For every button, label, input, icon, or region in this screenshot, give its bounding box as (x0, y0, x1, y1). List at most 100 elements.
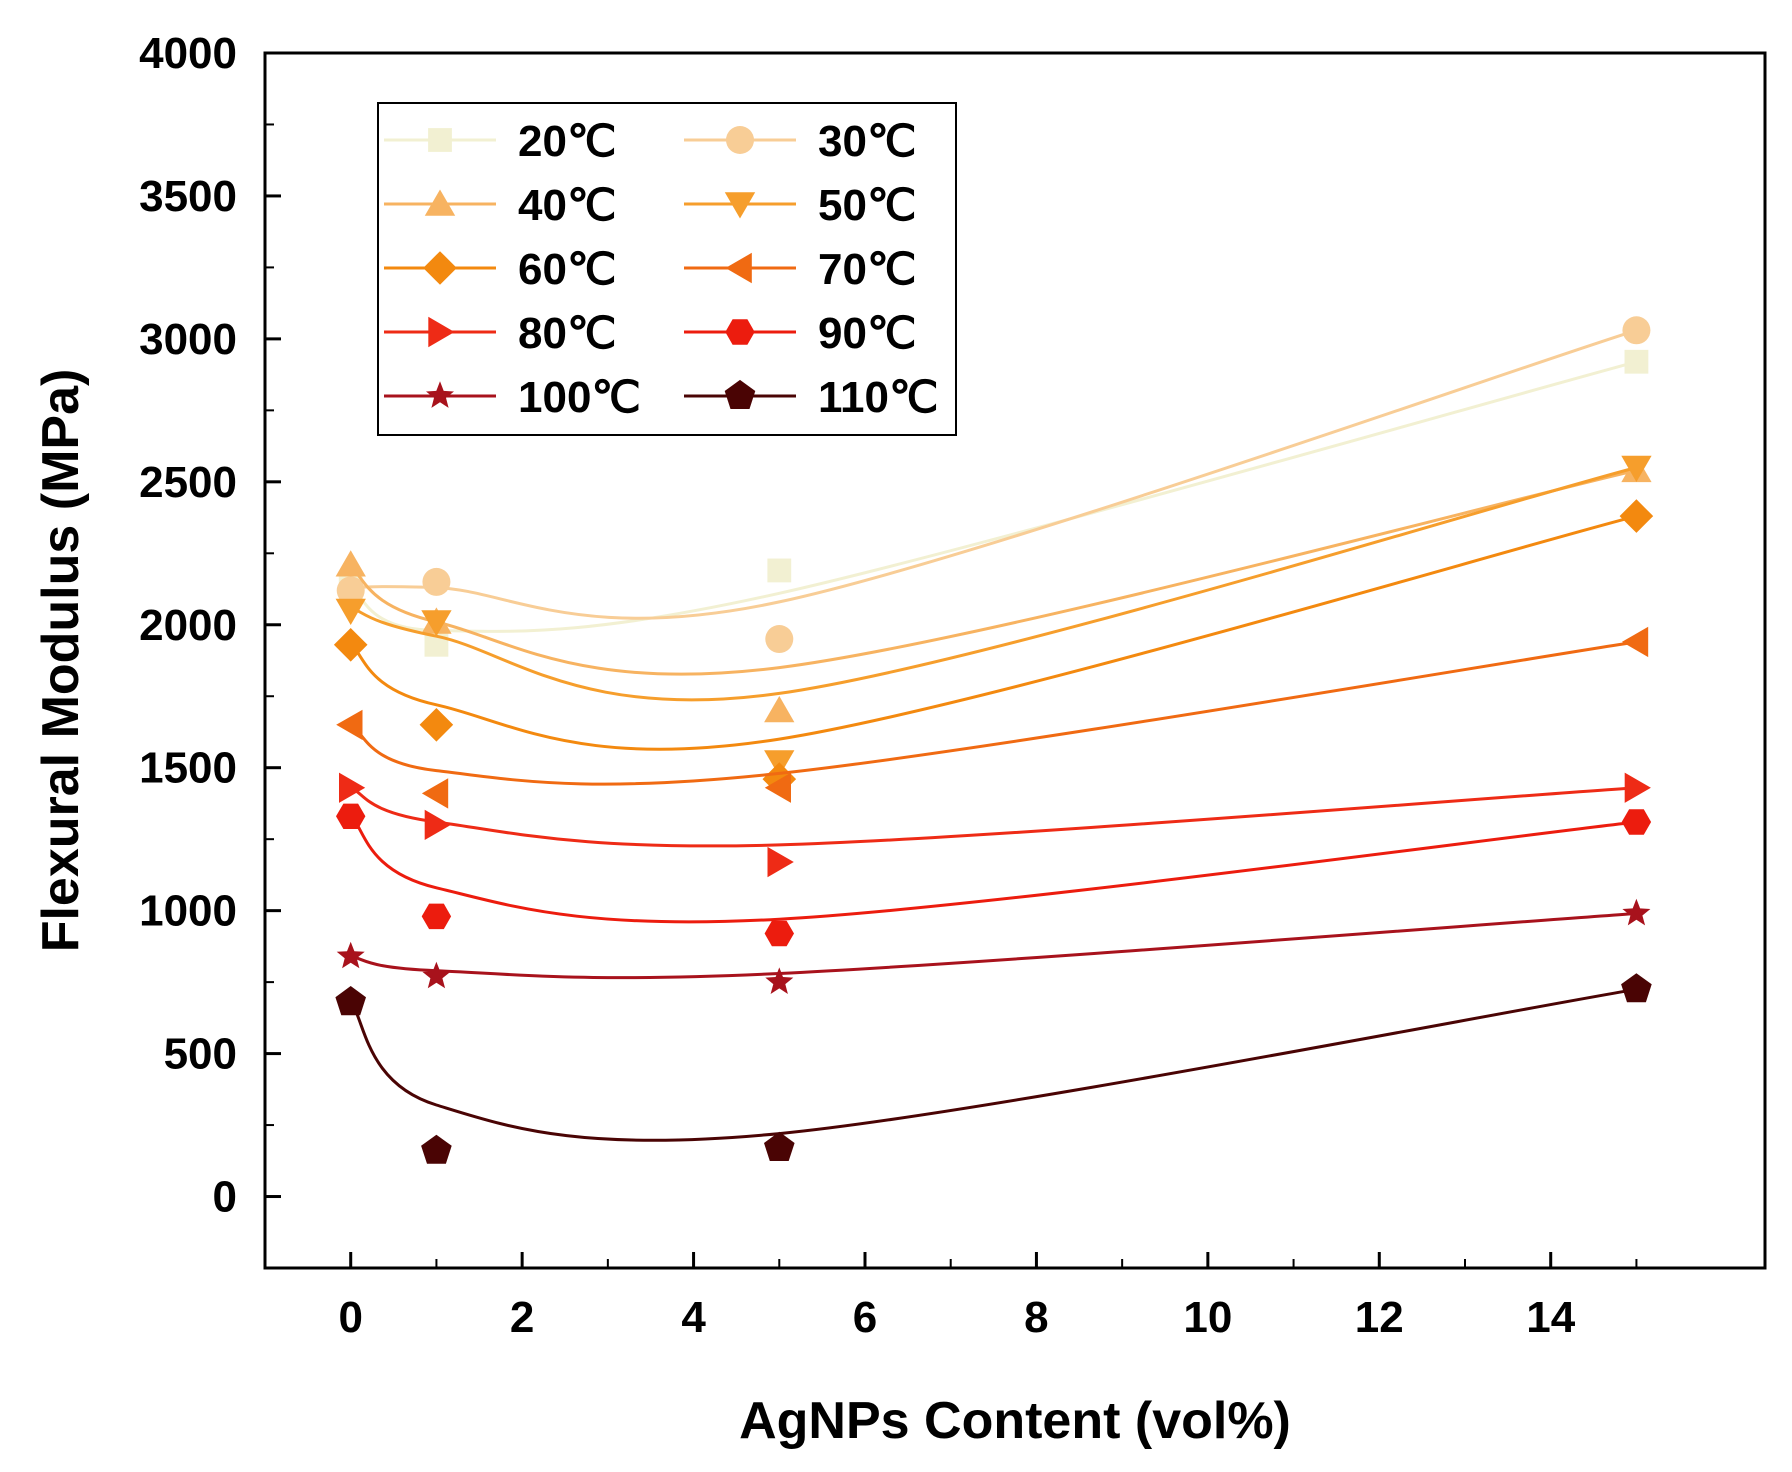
legend-entry: 110℃ (684, 373, 938, 422)
legend-entry: 50℃ (684, 181, 916, 230)
y-tick-label: 4000 (139, 29, 237, 78)
data-point (765, 625, 794, 654)
x-axis-title: AgNPs Content (vol%) (739, 1392, 1291, 1450)
data-point (764, 1131, 795, 1161)
data-point (421, 1134, 452, 1164)
data-point (1621, 455, 1652, 482)
y-tick-label: 500 (164, 1030, 237, 1079)
series-110c (335, 973, 1652, 1164)
legend-marker (724, 379, 756, 409)
data-point (421, 903, 452, 930)
legend-marker (725, 319, 755, 345)
fit-curve (349, 468, 1637, 676)
x-tick-label: 8 (1024, 1293, 1048, 1342)
x-tick-label: 0 (338, 1293, 362, 1342)
legend-entry: 90℃ (684, 309, 916, 358)
fit-curve (349, 987, 1637, 1142)
legend-entry: 20℃ (384, 117, 616, 166)
data-point (1624, 349, 1649, 374)
data-point (1621, 626, 1649, 658)
legend-marker (725, 252, 752, 284)
x-tick-label: 14 (1526, 1293, 1575, 1342)
legend-label: 50℃ (818, 181, 916, 230)
legend-marker (426, 381, 454, 408)
data-point (1621, 973, 1652, 1003)
y-tick-label: 3500 (139, 172, 237, 221)
legend-entry: 40℃ (384, 181, 616, 230)
data-point (764, 696, 795, 723)
data-point (421, 610, 452, 637)
data-point (339, 772, 366, 803)
series-50c (335, 455, 1652, 777)
fit-curve (350, 786, 1637, 848)
legend-entry: 80℃ (384, 309, 616, 358)
data-point (422, 961, 451, 989)
axes: 0 2 4 6 8 10 12 14 0 500 1000 1500 2000 2500 3000 3500 4… (139, 29, 1767, 1342)
data-point (335, 598, 366, 625)
legend-entry: 100℃ (384, 373, 641, 422)
fit-curve (350, 912, 1637, 980)
legend-entry: 60℃ (384, 245, 616, 294)
series-100c (336, 898, 1651, 994)
data-point (336, 941, 365, 969)
y-tick-label: 1500 (139, 744, 237, 793)
data-point (1624, 772, 1651, 803)
fit-curve (349, 514, 1637, 751)
data-point (767, 846, 794, 878)
series-40c (335, 455, 1652, 723)
data-point (335, 986, 366, 1016)
series-60c (333, 499, 1654, 796)
x-tick-label: 2 (510, 1293, 534, 1342)
legend-marker (424, 189, 456, 216)
legend-marker (428, 128, 452, 152)
legend-marker (423, 251, 457, 285)
x-tick-label: 4 (681, 1293, 706, 1342)
legend-marker (428, 316, 455, 348)
fit-curve (349, 640, 1637, 786)
data-point (419, 708, 454, 742)
data-point (422, 567, 451, 596)
fit-curve (350, 466, 1637, 702)
legend-label: 60℃ (518, 245, 616, 294)
y-tick-label: 3000 (139, 315, 237, 364)
legend-label: 80℃ (518, 309, 616, 358)
series-layer (333, 316, 1654, 1164)
data-point (767, 558, 792, 583)
data-point (333, 628, 368, 662)
data-point (1621, 809, 1652, 835)
legend-label: 70℃ (818, 245, 916, 294)
x-tick-label: 10 (1183, 1293, 1232, 1342)
legend-label: 110℃ (818, 373, 938, 422)
x-tick-label: 6 (853, 1293, 877, 1342)
plot-frame (263, 51, 1767, 1270)
series-30c (336, 316, 1651, 654)
series-70c (336, 626, 1649, 809)
legend-label: 20℃ (518, 117, 616, 166)
legend-marker (724, 192, 756, 219)
fit-curve (349, 815, 1637, 924)
series-90c (336, 803, 1652, 947)
legend-marker (726, 126, 754, 154)
data-point (1622, 898, 1651, 926)
data-point (1622, 316, 1651, 345)
data-point (764, 772, 791, 803)
legend-entry: 70℃ (684, 245, 916, 294)
y-tick-label: 2500 (139, 458, 237, 507)
data-point (1619, 499, 1654, 533)
data-point (424, 809, 451, 840)
legend-label: 30℃ (818, 117, 916, 166)
data-point (336, 803, 366, 829)
data-point (764, 920, 794, 947)
legend-label: 90℃ (818, 309, 916, 358)
data-point (765, 967, 794, 994)
y-tick-label: 1000 (139, 887, 237, 936)
x-tick-label: 12 (1355, 1293, 1404, 1342)
fit-curve (349, 360, 1637, 633)
data-point (421, 778, 449, 809)
data-point (336, 576, 365, 605)
y-tick-label: 2000 (139, 601, 237, 650)
series-80c (339, 772, 1651, 878)
legend-entry: 30℃ (684, 117, 916, 166)
y-axis-title: Flexural Modulus (MPa) (32, 369, 90, 953)
